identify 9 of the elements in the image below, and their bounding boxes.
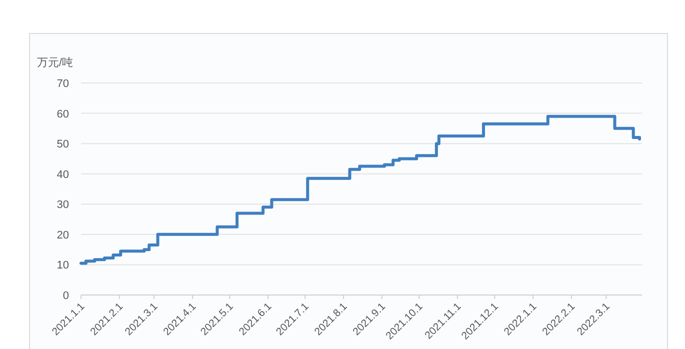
y-tick-label: 10 [56,260,69,272]
y-tick-label: 30 [56,199,69,212]
y-tick-label: 60 [56,108,69,120]
y-tick-label: 0 [62,290,69,302]
y-tick-label: 50 [56,138,69,151]
y-tick-label: 40 [56,168,69,181]
y-tick-label: 20 [56,229,69,242]
y-tick-label: 70 [56,78,69,90]
y-axis-title: 万元/吨 [37,56,74,69]
